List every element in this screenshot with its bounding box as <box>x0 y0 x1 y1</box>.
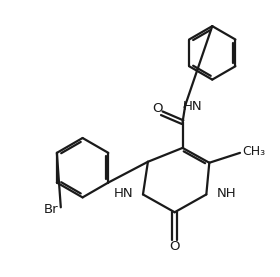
Text: Br: Br <box>44 203 58 216</box>
Text: NH: NH <box>216 187 236 200</box>
Text: O: O <box>169 240 180 253</box>
Text: HN: HN <box>183 100 202 113</box>
Text: CH₃: CH₃ <box>242 145 265 158</box>
Text: O: O <box>153 102 163 115</box>
Text: HN: HN <box>113 187 133 200</box>
